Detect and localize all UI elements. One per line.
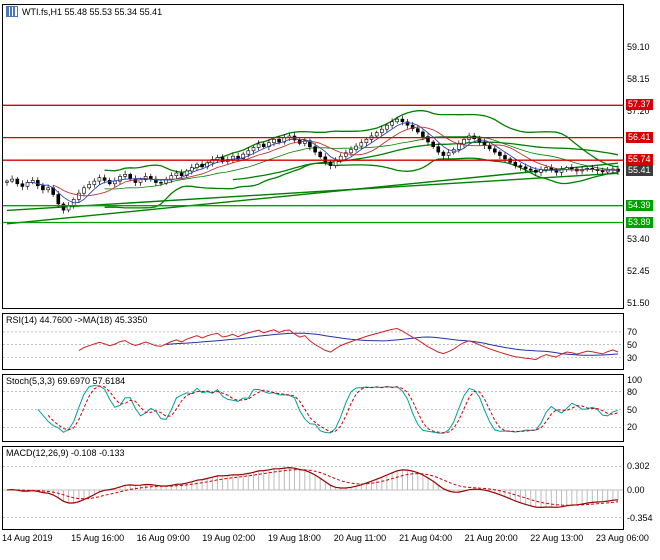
chart-icon xyxy=(6,6,18,17)
price-tick: 59.10 xyxy=(627,42,650,53)
time-label: 16 Aug 09:00 xyxy=(136,533,190,543)
macd-level-label: 0.00 xyxy=(627,485,645,495)
stoch-level-label: 100 xyxy=(627,374,643,385)
macd-canvas xyxy=(3,466,623,518)
time-axis[interactable]: 14 Aug 2019 15 Aug 16:00 16 Aug 09:00 19 Au… xyxy=(2,533,658,547)
price-badge: 57.37 xyxy=(626,99,653,111)
price-badge: 54.39 xyxy=(626,199,653,211)
stochastic-title-text: Stoch(5,3,3) 69.6970 57.6184 xyxy=(6,376,126,386)
main-chart-panel[interactable]: WTI.fs,H1 55.48 55.53 55.34 55.41 xyxy=(2,4,624,309)
rsi-title: RSI(14) 44.7600 ->MA(18) 45.3350 xyxy=(6,315,147,325)
price-badge: 55.41 xyxy=(626,165,653,177)
macd-level-label: 0.302 xyxy=(627,461,650,472)
rsi-canvas xyxy=(3,327,623,361)
price-tick: 53.40 xyxy=(627,234,650,244)
time-label: 19 Aug 18:00 xyxy=(267,533,321,543)
macd-level-label: -0.354 xyxy=(627,512,653,523)
price-axis[interactable]: 59.10 58.15 57.20 53.40 52.45 51.50 57.37 56.41… xyxy=(626,0,659,560)
macd-panel[interactable]: MACD(12,26,9) -0.108 -0.133 xyxy=(2,446,624,530)
time-label: 21 Aug 20:00 xyxy=(464,533,518,543)
stoch-level-label: 20 xyxy=(627,422,638,433)
price-tick: 57.20 xyxy=(627,106,650,116)
price-badge: 55.74 xyxy=(626,154,653,166)
stoch-level-label: 80 xyxy=(627,386,638,397)
rsi-title-text: RSI(14) 44.7600 ->MA(18) 45.3350 xyxy=(6,315,148,325)
rsi-level-label: 70 xyxy=(627,326,638,337)
stoch-level-label: 50 xyxy=(627,404,638,415)
price-tick: 52.45 xyxy=(627,266,650,276)
stochastic-title: Stoch(5,3,3) 69.6970 57.6184 xyxy=(6,376,125,386)
stochastic-canvas xyxy=(3,384,623,434)
price-tick: 51.50 xyxy=(627,298,650,308)
time-label: 19 Aug 02:00 xyxy=(202,533,256,543)
time-label: 23 Aug 06:00 xyxy=(595,533,649,543)
price-badge: 53.89 xyxy=(626,216,653,228)
price-badge: 56.41 xyxy=(626,131,653,143)
chart-title: WTI.fs,H1 55.48 55.53 55.34 55.41 xyxy=(6,6,162,17)
time-label: 15 Aug 16:00 xyxy=(71,533,125,543)
rsi-level-label: 50 xyxy=(627,339,638,350)
rsi-panel[interactable]: RSI(14) 44.7600 ->MA(18) 45.3350 xyxy=(2,313,624,370)
main-chart-canvas xyxy=(3,104,623,225)
stochastic-panel[interactable]: Stoch(5,3,3) 69.6970 57.6184 xyxy=(2,374,624,442)
macd-title-text: MACD(12,26,9) -0.108 -0.133 xyxy=(6,448,125,458)
price-tick: 58.15 xyxy=(627,74,650,85)
time-label: 14 Aug 2019 xyxy=(2,533,53,543)
rsi-level-label: 30 xyxy=(627,352,638,363)
macd-title: MACD(12,26,9) -0.108 -0.133 xyxy=(6,448,125,458)
time-label: 21 Aug 04:00 xyxy=(399,533,453,543)
chart-title-text: WTI.fs,H1 55.48 55.53 55.34 55.41 xyxy=(22,6,163,17)
time-label: 20 Aug 11:00 xyxy=(333,533,387,543)
time-label: 22 Aug 13:00 xyxy=(530,533,584,543)
